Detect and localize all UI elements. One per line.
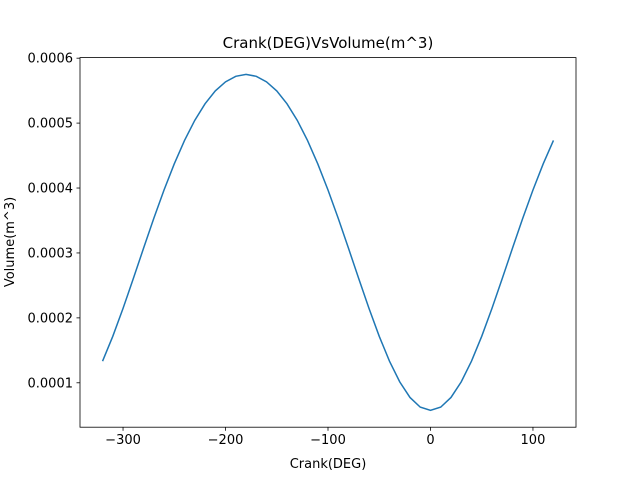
x-tick-label: −200 (208, 433, 244, 448)
chart-title: Crank(DEG)VsVolume(m^3) (223, 34, 434, 52)
y-tick-label: 0.0004 (28, 182, 74, 197)
x-tick-label: −300 (105, 433, 141, 448)
y-tick-label: 0.0001 (28, 376, 74, 391)
plot-frame (79, 57, 577, 428)
y-axis-label: Volume(m^3) (3, 197, 18, 287)
y-tick-label: 0.0003 (28, 246, 74, 261)
x-tick-label: 100 (521, 433, 546, 448)
x-tick-label: 0 (426, 433, 434, 448)
x-axis-label: Crank(DEG) (290, 457, 367, 472)
data-line (101, 73, 555, 412)
x-tick-label: −100 (310, 433, 346, 448)
y-tick-label: 0.0002 (28, 311, 74, 326)
y-tick-label: 0.0006 (28, 52, 74, 67)
y-tick-label: 0.0005 (28, 117, 74, 132)
